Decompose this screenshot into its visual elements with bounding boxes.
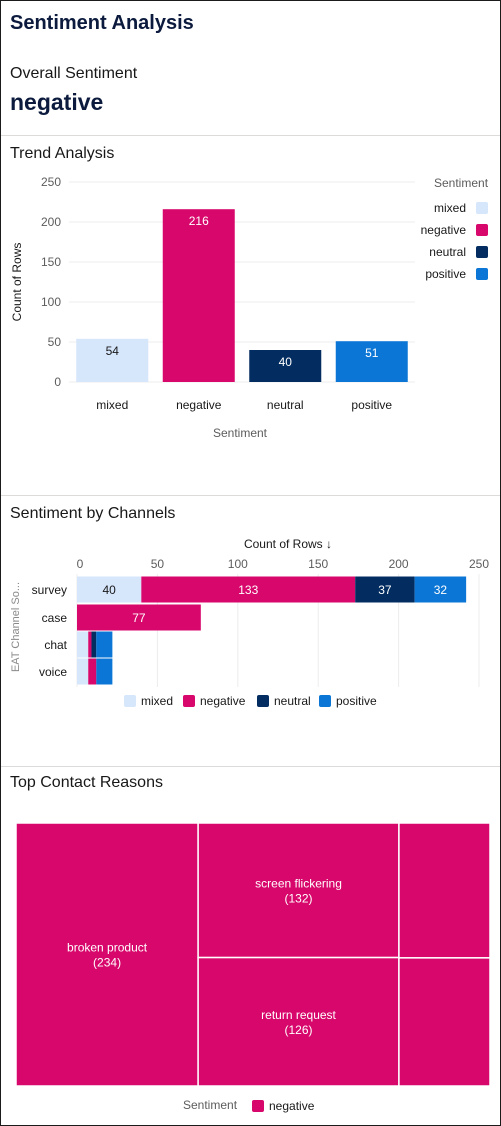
y-tick-label: 0: [54, 375, 61, 389]
segment-value-label: 32: [434, 583, 448, 597]
treemap-tile: [197, 956, 400, 1087]
legend-label: neutral: [429, 245, 466, 259]
y-tick-label: voice: [39, 665, 67, 679]
bar-neutral: [249, 350, 322, 382]
legend-swatch-neutral: [257, 695, 269, 707]
segment-value-label: 77: [132, 611, 146, 625]
legend-swatch-negative: [183, 695, 195, 707]
y-tick-label: survey: [32, 583, 67, 597]
bar-segment-positive: [96, 658, 113, 685]
x-tick-label: positive: [351, 398, 392, 412]
y-tick-label: case: [42, 611, 68, 625]
x-tick-label: 50: [151, 557, 165, 571]
legend-title: Sentiment: [183, 1098, 238, 1112]
legend-label: mixed: [141, 694, 173, 708]
x-axis-label: Sentiment: [213, 426, 268, 440]
legend-title: Sentiment: [434, 176, 489, 190]
tile-count: (234): [93, 956, 121, 970]
trend-title: Trend Analysis: [10, 145, 115, 162]
bar-value-label: 40: [279, 355, 293, 369]
bar-mixed: [76, 338, 149, 382]
bar-segment-negative: [88, 658, 97, 685]
overall-sentiment-value: negative: [10, 89, 104, 115]
y-axis-label: EAT Channel So...: [10, 582, 22, 672]
treemap-tile: [398, 822, 491, 959]
contact-reasons-treemap[interactable]: broken product(234) screen flickering(132…: [1, 811, 500, 1125]
legend-swatch-positive: [476, 268, 488, 280]
y-tick-label: chat: [44, 638, 67, 652]
segment-value-label: 133: [238, 583, 258, 597]
overall-sentiment-label: Overall Sentiment: [10, 65, 138, 82]
y-tick-label: 100: [41, 295, 61, 309]
x-tick-label: negative: [176, 398, 222, 412]
reasons-title: Top Contact Reasons: [10, 774, 163, 791]
bar-segment-negative: [77, 604, 201, 631]
segment-value-label: 37: [378, 583, 392, 597]
legend-label: positive: [336, 694, 377, 708]
y-axis-label: Count of Rows: [10, 243, 24, 322]
channels-bar-chart[interactable]: Count of Rows ↓ 0 50 100 150 200 250 survey 40 13…: [1, 529, 500, 719]
legend-swatch-mixed: [124, 695, 136, 707]
tile-label: broken product: [67, 941, 148, 955]
tile-count: (126): [285, 1023, 313, 1037]
legend-label: positive: [425, 267, 466, 281]
bar-segment-negative: [141, 576, 356, 603]
x-tick-label: neutral: [267, 398, 304, 412]
legend-swatch-positive: [319, 695, 331, 707]
y-tick-label: 250: [41, 175, 61, 189]
bar-value-label: 51: [365, 346, 379, 360]
tile-label: screen flickering: [255, 876, 342, 890]
bar-segment-neutral: [355, 576, 415, 603]
bar-negative: [162, 209, 235, 382]
treemap-tile: [398, 957, 491, 1087]
tile-label: return request: [261, 1008, 336, 1022]
bar-value-label: 54: [106, 344, 120, 358]
y-tick-label: 200: [41, 215, 61, 229]
bar-value-label: 216: [189, 214, 209, 228]
bar-segment-mixed: [77, 576, 142, 603]
bar-segment-mixed: [77, 631, 89, 658]
bar-segment-positive: [96, 631, 113, 658]
trend-bar-chart[interactable]: 0 50 100 150 200 250 54 mixed 216 negative 40 neutr…: [1, 169, 500, 489]
channels-title: Sentiment by Channels: [10, 505, 176, 522]
legend-swatch-negative: [252, 1100, 264, 1112]
legend-label: negative: [269, 1099, 315, 1113]
legend-swatch-neutral: [476, 246, 488, 258]
divider: [1, 766, 500, 767]
x-tick-label: 0: [77, 557, 84, 571]
x-tick-label: 100: [228, 557, 248, 571]
x-axis-label: Count of Rows ↓: [244, 537, 332, 551]
divider: [1, 495, 500, 496]
bar-positive: [335, 341, 408, 382]
x-tick-label: mixed: [96, 398, 128, 412]
bar-segment-neutral: [91, 631, 97, 658]
legend-swatch-mixed: [476, 202, 488, 214]
legend-label: neutral: [274, 694, 311, 708]
bar-segment-negative: [88, 631, 92, 658]
y-tick-label: 50: [48, 335, 62, 349]
x-tick-label: 250: [469, 557, 489, 571]
tile-count: (132): [285, 891, 313, 905]
legend-swatch-negative: [476, 224, 488, 236]
legend-label: mixed: [434, 201, 466, 215]
divider: [1, 135, 500, 136]
bar-segment-positive: [414, 576, 467, 603]
treemap-tile: [15, 822, 199, 1087]
page-title: Sentiment Analysis: [10, 12, 194, 34]
treemap-tile: [197, 822, 400, 959]
segment-value-label: 40: [102, 583, 116, 597]
y-tick-label: 150: [41, 255, 61, 269]
x-tick-label: 150: [308, 557, 328, 571]
bar-segment-mixed: [77, 658, 89, 685]
x-tick-label: 200: [389, 557, 409, 571]
legend-label: negative: [200, 694, 246, 708]
legend-label: negative: [421, 223, 467, 237]
